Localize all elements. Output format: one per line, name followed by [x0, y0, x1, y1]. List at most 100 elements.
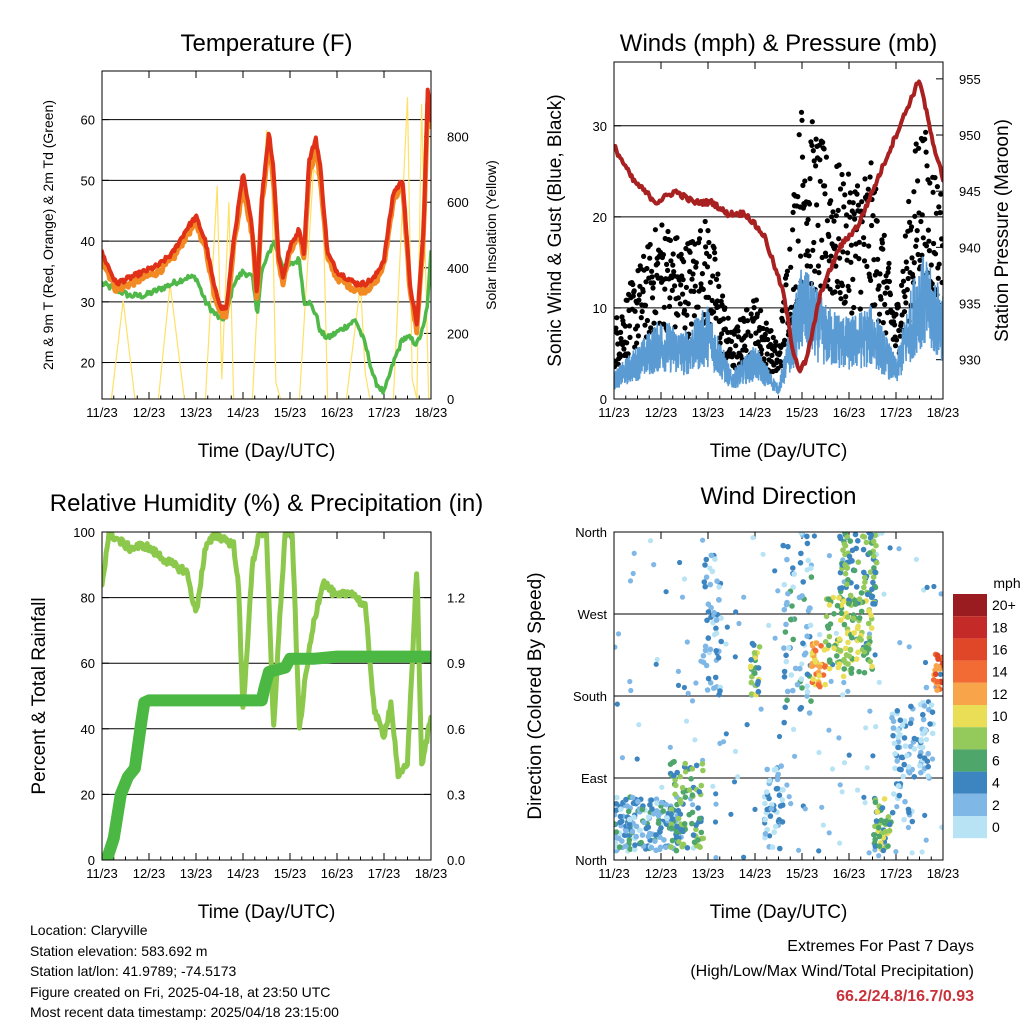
- gust-point: [871, 257, 877, 263]
- direction-point: [733, 609, 739, 615]
- gust-point: [918, 218, 924, 225]
- direction-point: [850, 615, 857, 622]
- direction-point: [784, 697, 790, 703]
- direction-point: [816, 673, 822, 679]
- gust-point: [669, 287, 675, 293]
- direction-point: [637, 827, 643, 834]
- direction-point: [909, 850, 915, 856]
- gust-point: [864, 263, 870, 269]
- temperature-x-tick-label: 16/23: [321, 405, 354, 420]
- wind_direction-y-tick-label: West: [578, 607, 608, 622]
- direction-point: [630, 570, 636, 577]
- gust-point: [939, 279, 943, 286]
- direction-point: [778, 763, 784, 769]
- direction-point: [701, 579, 708, 585]
- direction-point: [669, 816, 676, 822]
- gust-point: [847, 214, 853, 220]
- gust-point: [727, 346, 733, 352]
- direction-point: [841, 666, 847, 672]
- gust-point: [662, 286, 668, 292]
- direction-point: [886, 821, 893, 828]
- wind_direction-x-tick-label: 12/23: [645, 866, 678, 881]
- direction-point: [844, 581, 850, 588]
- direction-point: [862, 800, 868, 806]
- direction-point: [684, 845, 691, 851]
- direction-point: [798, 550, 804, 557]
- gust-point: [900, 268, 906, 274]
- gust-point: [790, 209, 796, 215]
- direction-point: [703, 574, 710, 580]
- gust-point: [919, 212, 925, 218]
- humidity-y-tick-label: 20: [81, 787, 95, 802]
- gust-point: [795, 238, 801, 244]
- gust-point: [690, 271, 696, 277]
- gust-point: [688, 321, 695, 327]
- direction-point: [654, 800, 660, 806]
- humidity-y2-tick-label: 0.0: [447, 853, 465, 868]
- gust-point: [927, 180, 933, 186]
- gust-point: [857, 306, 863, 312]
- winds-x-tick-label: 14/23: [739, 405, 772, 420]
- gust-point: [905, 275, 911, 282]
- direction-point: [856, 615, 863, 621]
- gust-point: [713, 276, 720, 282]
- gust-point: [770, 334, 776, 341]
- gust-point: [850, 200, 856, 206]
- direction-point: [673, 847, 680, 854]
- direction-point: [931, 583, 937, 590]
- direction-point: [851, 597, 858, 604]
- humidity-y2-tick-label: 1.2: [447, 591, 465, 606]
- wind_direction-x-tick-label: 16/23: [833, 866, 866, 881]
- gust-point: [811, 158, 817, 164]
- direction-point: [858, 637, 864, 643]
- gust-point: [644, 317, 651, 324]
- gust-point: [745, 329, 751, 335]
- gust-point: [885, 269, 891, 275]
- direction-point: [872, 843, 879, 849]
- direction-point: [892, 765, 898, 772]
- gust-point: [665, 228, 671, 235]
- direction-point: [820, 822, 826, 828]
- direction-point: [657, 829, 663, 835]
- direction-point: [938, 591, 943, 597]
- direction-point: [901, 761, 907, 768]
- direction-point: [731, 779, 738, 785]
- winds-plot-frame: [613, 61, 944, 400]
- direction-point: [879, 532, 885, 536]
- direction-point: [843, 645, 849, 652]
- direction-point: [641, 819, 647, 826]
- wind_direction-x-tick-label: 14/23: [739, 866, 772, 881]
- direction-point: [783, 621, 789, 628]
- direction-point: [631, 814, 637, 821]
- gust-point: [642, 302, 649, 308]
- gust-point: [807, 176, 813, 182]
- direction-point: [917, 753, 923, 759]
- direction-point: [855, 787, 861, 793]
- gust-point: [693, 260, 699, 266]
- direction-point: [919, 744, 926, 751]
- direction-point: [689, 792, 696, 798]
- speed-legend-label: 18: [992, 619, 1008, 635]
- direction-point: [851, 630, 857, 636]
- humidity-title: Relative Humidity (%) & Precipitation (i…: [50, 490, 483, 517]
- direction-point: [615, 631, 622, 637]
- direction-point: [711, 609, 717, 616]
- gust-point: [642, 322, 648, 328]
- gust-point: [845, 250, 851, 256]
- gust-point: [742, 343, 748, 349]
- direction-point: [819, 804, 825, 810]
- gust-point: [700, 286, 706, 292]
- humidity-y2-tick-label: 0.9: [447, 656, 465, 671]
- direction-point: [679, 784, 686, 791]
- direction-point: [741, 594, 747, 600]
- temperature-y2-tick-label: 800: [447, 130, 469, 145]
- direction-point: [806, 605, 813, 611]
- direction-point: [890, 718, 897, 725]
- gust-point: [728, 338, 735, 344]
- direction-point: [750, 535, 756, 541]
- temperature-y2-tick-label: 600: [447, 195, 469, 210]
- direction-point: [674, 769, 680, 776]
- direction-point: [867, 658, 874, 665]
- direction-point: [679, 594, 686, 600]
- gust-point: [665, 267, 671, 273]
